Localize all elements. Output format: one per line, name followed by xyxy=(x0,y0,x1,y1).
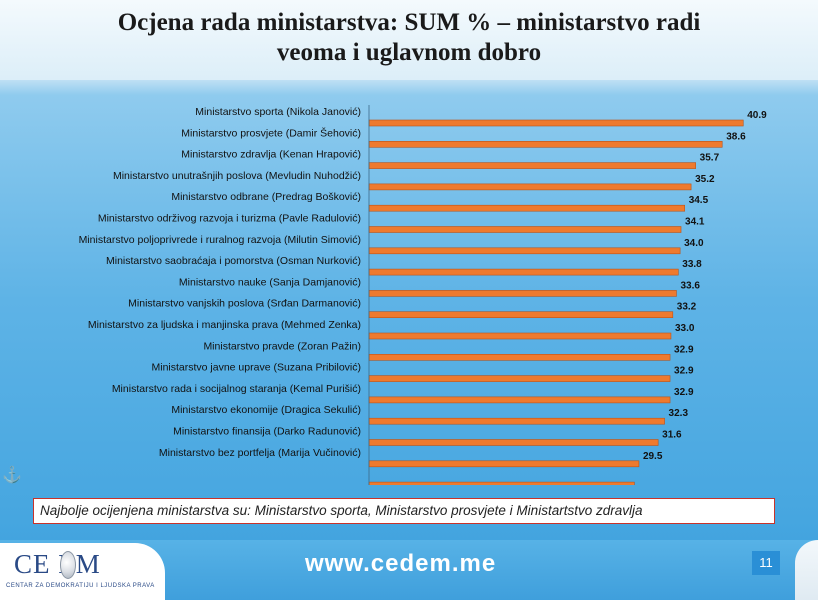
anchor-icon: ⚓ xyxy=(2,467,22,484)
value-label: 34.1 xyxy=(685,217,705,228)
logo-subtitle: CENTAR ZA DEMOKRATIJU I LJUDSKA PRAVA xyxy=(6,583,155,589)
category-label: Ministarstvo nauke (Sanja Damjanović) xyxy=(179,276,361,288)
category-label: Ministarstvo unutrašnjih poslova (Mevlud… xyxy=(113,170,361,182)
value-label: 34.0 xyxy=(684,238,704,249)
bar xyxy=(368,439,659,446)
bar xyxy=(368,268,679,276)
category-label: Ministarstvo poljoprivrede i ruralnog ra… xyxy=(79,234,361,246)
title-line-2: veoma i uglavnom dobro xyxy=(276,39,542,66)
bar xyxy=(368,417,665,425)
logo-globe-icon xyxy=(60,551,76,579)
category-label: Ministarstvo prosvjete (Damir Šehović) xyxy=(181,126,361,139)
bar xyxy=(368,353,671,361)
title-band xyxy=(0,0,818,80)
value-label: 34.5 xyxy=(689,195,709,206)
bar xyxy=(368,311,674,318)
value-label: 32.9 xyxy=(674,344,694,355)
category-label: Ministarstvo zdravlja (Kenan Hrapović) xyxy=(181,149,361,161)
bar xyxy=(368,162,696,169)
value-label: 29.5 xyxy=(643,451,663,462)
bar xyxy=(368,375,671,382)
corner-swoosh xyxy=(795,540,818,600)
bar xyxy=(368,481,635,485)
value-label: 35.7 xyxy=(700,153,720,164)
bar xyxy=(368,204,685,212)
value-label: 35.2 xyxy=(695,174,715,185)
value-label: 31.6 xyxy=(662,430,682,441)
logo: CE EM CENTAR ZA DEMOKRATIJU I LJUDSKA PR… xyxy=(0,543,165,600)
bar xyxy=(368,396,671,404)
value-label: 38.6 xyxy=(726,131,746,142)
bar xyxy=(368,247,681,255)
category-label: Ministarstvo saobraćaja i pomorstva (Osm… xyxy=(106,255,361,267)
value-label: 32.9 xyxy=(674,387,694,398)
category-label: Ministarstvo za ljudska i manjinska prav… xyxy=(88,319,361,331)
website-url[interactable]: www.cedem.me xyxy=(305,550,497,577)
value-label: 32.9 xyxy=(674,366,694,377)
category-label: Ministarstvo vanjskih poslova (Srđan Dar… xyxy=(128,298,361,310)
value-label: 33.2 xyxy=(677,302,697,313)
chart-area: Ministarstvo sporta (Nikola Janović) 40.9… xyxy=(0,95,818,485)
category-label: Ministarstvo održivog razvoja i turizma … xyxy=(98,213,361,225)
value-label: 33.6 xyxy=(680,280,700,291)
category-label: Ministarstvo javne uprave (Suzana Pribil… xyxy=(151,362,361,374)
logo-text: CE EM xyxy=(14,549,101,579)
value-label: 33.8 xyxy=(682,259,702,270)
category-label: Ministarstvo sporta (Nikola Janović) xyxy=(195,106,361,118)
title-line-1: Ocjena rada ministarstva: SUM % – minist… xyxy=(117,9,701,36)
page-title: Ocjena rada ministarstva: SUM % – minist… xyxy=(0,8,818,68)
bar xyxy=(368,119,744,127)
bar xyxy=(368,332,672,340)
category-label: Ministarstvo finansija (Darko Radunović) xyxy=(173,426,361,438)
bar xyxy=(368,140,723,148)
category-label: Ministarstvo pravde (Zoran Pažin) xyxy=(203,340,361,352)
bar xyxy=(368,460,640,468)
summary-note: Najbolje ocijenjena ministarstva su: Min… xyxy=(33,498,775,524)
value-label: 33.0 xyxy=(675,323,695,334)
category-label: Ministarstvo bez portfelja (Marija Vučin… xyxy=(159,447,361,459)
bar xyxy=(368,226,682,233)
bar xyxy=(368,183,692,191)
bar-chart: Ministarstvo sporta (Nikola Janović) 40.9… xyxy=(79,105,767,485)
bar xyxy=(368,290,677,297)
category-label: Ministarstvo ekonomije (Dragica Sekulić) xyxy=(171,404,361,416)
category-label: Ministarstvo rada i socijalnog staranja … xyxy=(112,383,361,395)
category-label: Ministarstvo odbrane (Predrag Bošković) xyxy=(171,191,361,203)
value-label: 32.3 xyxy=(669,408,689,419)
page-number: 11 xyxy=(752,551,780,575)
value-label: 40.9 xyxy=(747,110,767,121)
